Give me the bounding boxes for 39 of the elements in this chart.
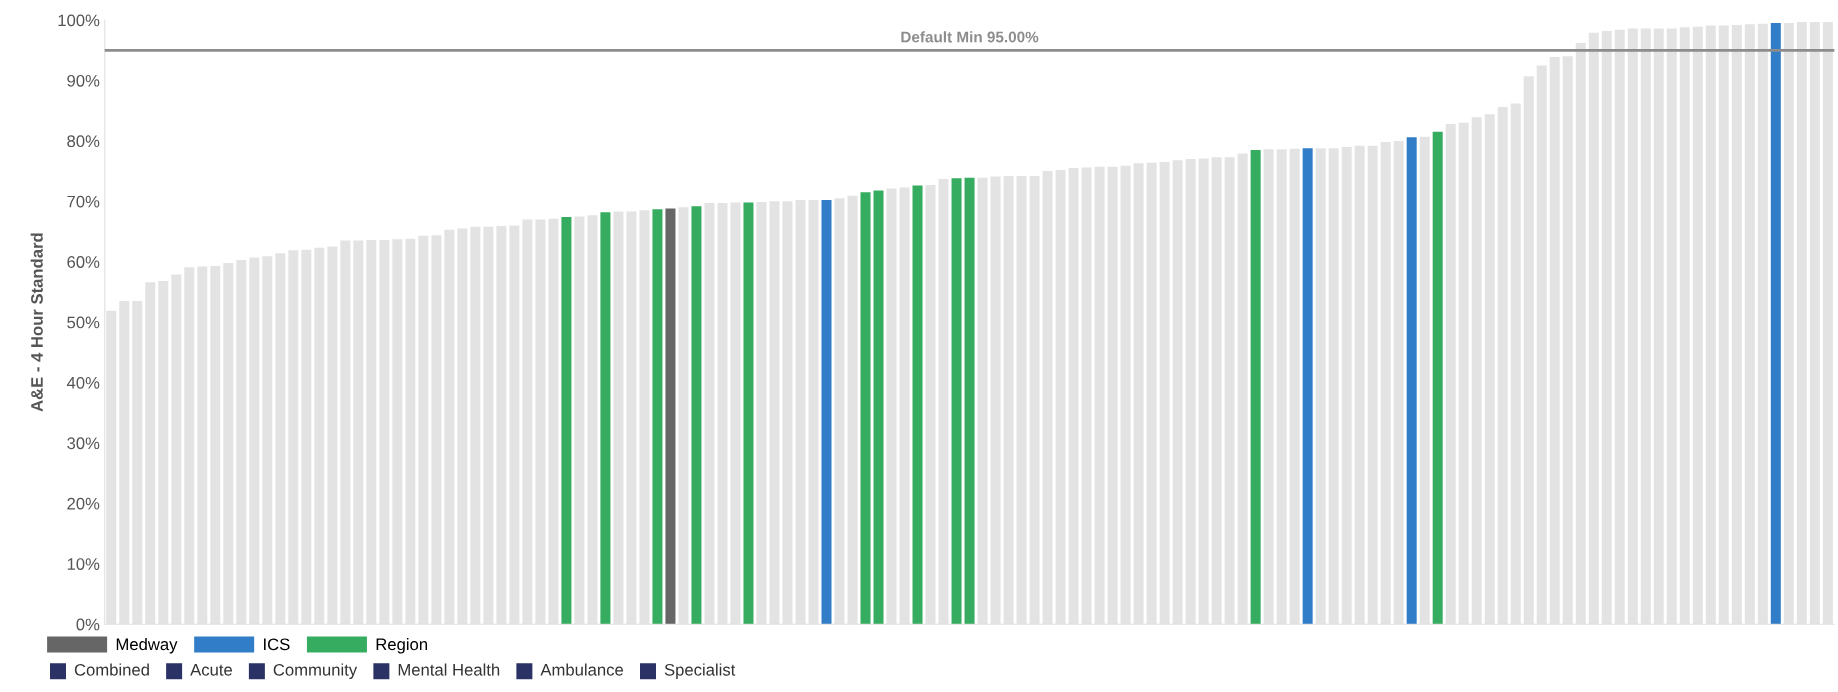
y-tick-label: 80% <box>67 135 100 148</box>
bar <box>1250 149 1261 625</box>
y-tick-label: 0% <box>76 618 100 631</box>
text: Acute <box>190 664 232 676</box>
bar <box>1302 148 1313 625</box>
bar <box>1406 137 1417 625</box>
bar <box>665 208 676 625</box>
ref-line-label: Default Min 95.00% <box>901 31 1039 43</box>
y-tick-label: 90% <box>67 74 100 87</box>
y-tick-label: 40% <box>66 376 100 389</box>
text: Specialist <box>664 663 736 680</box>
text: Community <box>273 663 358 680</box>
bar <box>600 212 611 625</box>
y-tick-label: 20% <box>67 497 100 510</box>
legend-label: Medway <box>116 637 178 654</box>
bar <box>964 177 975 625</box>
bar <box>561 217 572 625</box>
bar <box>821 200 832 625</box>
bar <box>912 185 923 625</box>
bar <box>1770 23 1781 625</box>
y-axis-title: A&E - 4 Hour Standard <box>30 233 43 412</box>
y-tick-label: 30% <box>67 437 100 450</box>
bar <box>652 209 663 625</box>
bar <box>1432 131 1443 625</box>
text: Ambulance <box>540 663 624 676</box>
bar <box>743 202 754 625</box>
text: Mental Health <box>398 663 500 676</box>
bar <box>951 178 962 625</box>
bar <box>873 190 884 625</box>
bar <box>860 192 871 625</box>
text: Combined <box>74 663 149 676</box>
legend-label: ICS <box>264 638 290 651</box>
y-tick-label: 10% <box>67 558 100 570</box>
y-tick-label: 100% <box>58 14 100 27</box>
y-tick-label: 60% <box>67 256 100 268</box>
bar <box>691 206 702 625</box>
y-tick-label: 70% <box>67 195 100 208</box>
y-tick-label: 50% <box>67 316 100 329</box>
legend-label: Region <box>376 637 428 654</box>
